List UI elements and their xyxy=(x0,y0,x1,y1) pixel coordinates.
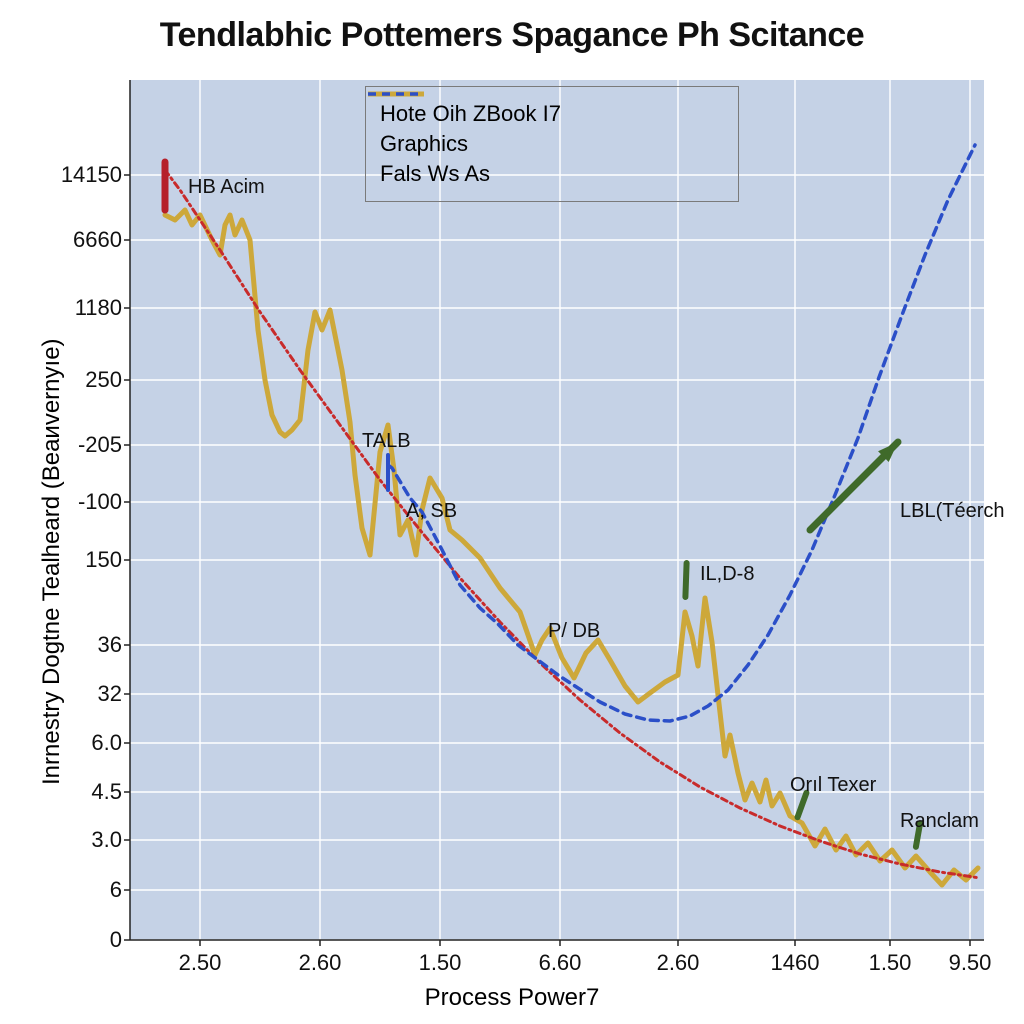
y-tick: 250 xyxy=(85,367,122,393)
annotation: LВL(Тéerch xyxy=(900,500,1005,523)
legend-label: Graphics xyxy=(380,131,468,157)
annotation: TALB xyxy=(362,430,411,453)
y-tick: 6660 xyxy=(73,227,122,253)
x-tick: 2.60 xyxy=(657,950,700,976)
y-tick: -100 xyxy=(78,489,122,515)
annotation: P/ DB xyxy=(548,620,600,643)
legend: Hote Oih ZBook I7 Graphics Fals Ws As xyxy=(365,86,739,202)
x-tick: 6.60 xyxy=(539,950,582,976)
x-tick: 9.50 xyxy=(949,950,992,976)
plot-svg xyxy=(130,80,984,940)
y-tick: -205 xyxy=(78,432,122,458)
annotation: HB Acim xyxy=(188,176,265,199)
annotation: Ranclam xyxy=(900,810,979,833)
y-axis-label: Inrnestry Dogtne Tealheard (Beaиvernyıe) xyxy=(38,339,66,786)
legend-label: Fals Ws As xyxy=(380,161,490,187)
y-tick: 36 xyxy=(98,632,122,658)
x-tick: 1.50 xyxy=(869,950,912,976)
chart-container: Tendlabhic Pottemers Spagance Ph Scitanc… xyxy=(0,0,1024,1024)
legend-item: Fals Ws As xyxy=(380,161,720,187)
legend-label: Hote Oih ZBook I7 xyxy=(380,101,561,127)
chart-title: Tendlabhic Pottemers Spagance Ph Scitanc… xyxy=(0,16,1024,55)
x-tick: 2.50 xyxy=(179,950,222,976)
plot-area xyxy=(130,80,984,940)
x-tick: 1.50 xyxy=(419,950,462,976)
annotation: Orıl Texer xyxy=(790,774,876,797)
annotation: IL,D-8 xyxy=(700,563,754,586)
y-tick: 14150 xyxy=(61,162,122,188)
y-tick: 32 xyxy=(98,681,122,707)
y-tick: 6.0 xyxy=(91,730,122,756)
x-tick: 2.60 xyxy=(299,950,342,976)
x-axis-label: Process Power7 xyxy=(0,984,1024,1012)
y-tick: 4.5 xyxy=(91,779,122,805)
y-tick: 1180 xyxy=(75,295,122,321)
y-tick: 0 xyxy=(110,927,122,953)
legend-item: Graphics xyxy=(380,131,720,157)
y-tick: 6 xyxy=(110,877,122,903)
legend-swatch xyxy=(366,87,426,101)
x-tick: 1460 xyxy=(771,950,820,976)
annotation: A, SB xyxy=(406,500,457,523)
y-tick: 3.0 xyxy=(91,827,122,853)
y-tick: 150 xyxy=(85,547,122,573)
legend-item: Hote Oih ZBook I7 xyxy=(380,101,720,127)
